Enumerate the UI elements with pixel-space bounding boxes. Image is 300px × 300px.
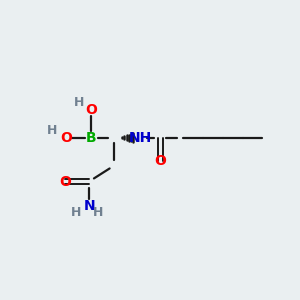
Text: N: N <box>83 199 95 213</box>
Text: O: O <box>60 130 72 145</box>
Text: O: O <box>85 103 97 117</box>
Text: H: H <box>47 124 57 137</box>
Text: H: H <box>71 206 82 219</box>
Text: NH: NH <box>128 130 152 145</box>
Text: B: B <box>86 130 97 145</box>
Text: O: O <box>59 175 71 188</box>
Text: H: H <box>74 96 84 109</box>
Text: O: O <box>155 154 167 168</box>
Text: H: H <box>93 206 104 219</box>
